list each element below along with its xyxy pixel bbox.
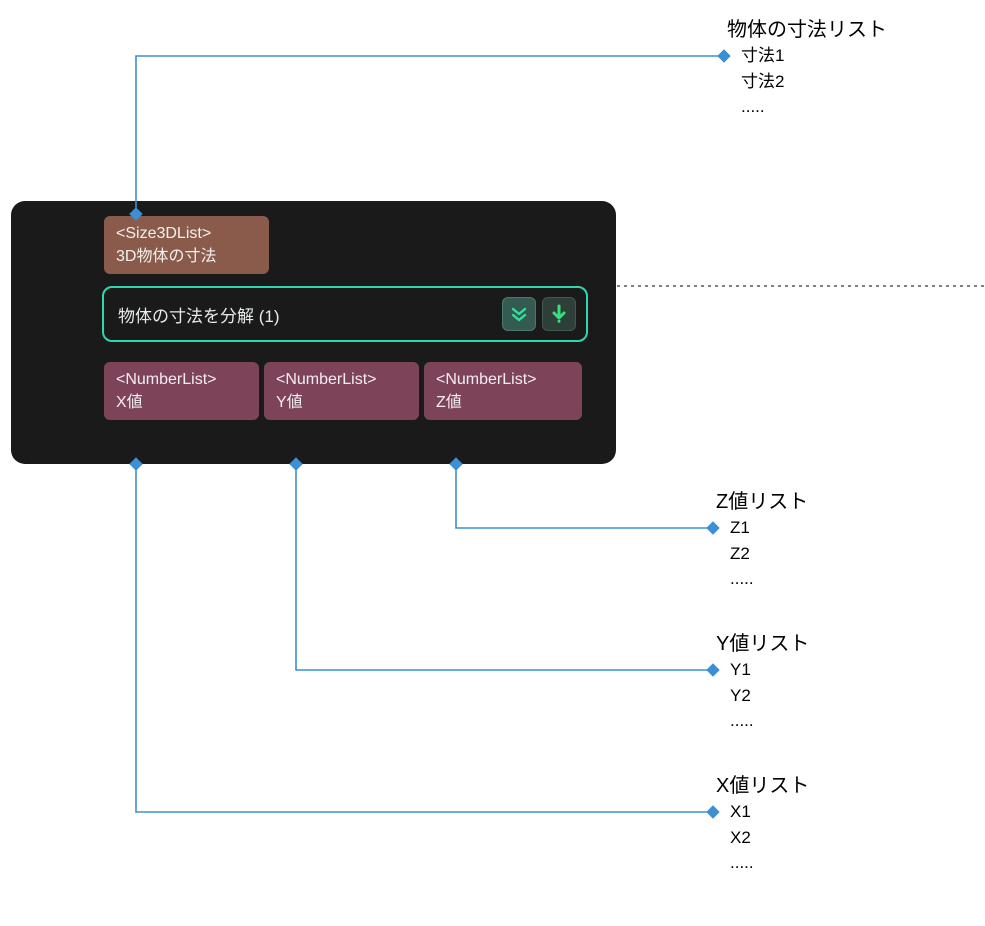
download-arrow-icon xyxy=(549,304,569,324)
input-port-size3dlist[interactable]: <Size3DList> 3D物体の寸法 xyxy=(104,216,269,274)
annotation-row: ..... xyxy=(741,94,887,120)
annotation-row: Z2 xyxy=(730,541,808,567)
node-title-bar[interactable]: 物体の寸法を分解 (1) xyxy=(102,286,588,342)
annotation-row: 寸法1 xyxy=(741,43,887,69)
output-name-label: Y値 xyxy=(276,391,407,414)
annotation-row: Y2 xyxy=(730,683,809,709)
output-name-label: X値 xyxy=(116,391,247,414)
annotation-row: 寸法2 xyxy=(741,69,887,95)
output-type-label: <NumberList> xyxy=(436,368,570,391)
annotation-dimensions-list: 物体の寸法リスト 寸法1 寸法2 ..... xyxy=(727,17,887,120)
annotation-row: ..... xyxy=(730,850,809,876)
annotation-x-list: X値リスト X1 X2 ..... xyxy=(716,773,809,876)
output-port-z[interactable]: <NumberList> Z値 xyxy=(424,362,582,420)
annotation-row: X1 xyxy=(730,799,809,825)
expand-all-icon xyxy=(509,304,529,324)
node-title-text: 物体の寸法を分解 (1) xyxy=(118,302,280,327)
output-type-label: <NumberList> xyxy=(116,368,247,391)
annotation-header: 物体の寸法リスト xyxy=(727,17,887,43)
annotation-header: X値リスト xyxy=(716,773,809,799)
input-name-label: 3D物体の寸法 xyxy=(116,245,257,268)
annotation-row: ..... xyxy=(730,566,808,592)
annotation-row: X2 xyxy=(730,825,809,851)
output-name-label: Z値 xyxy=(436,391,570,414)
output-port-y[interactable]: <NumberList> Y値 xyxy=(264,362,419,420)
output-type-label: <NumberList> xyxy=(276,368,407,391)
annotation-header: Y値リスト xyxy=(716,631,809,657)
annotation-z-list: Z値リスト Z1 Z2 ..... xyxy=(716,489,808,592)
output-port-x[interactable]: <NumberList> X値 xyxy=(104,362,259,420)
expand-all-button[interactable] xyxy=(502,297,536,331)
annotation-y-list: Y値リスト Y1 Y2 ..... xyxy=(716,631,809,734)
annotation-row: Z1 xyxy=(730,515,808,541)
download-button[interactable] xyxy=(542,297,576,331)
annotation-header: Z値リスト xyxy=(716,489,808,515)
annotation-row: ..... xyxy=(730,708,809,734)
annotation-row: Y1 xyxy=(730,657,809,683)
input-type-label: <Size3DList> xyxy=(116,222,257,245)
